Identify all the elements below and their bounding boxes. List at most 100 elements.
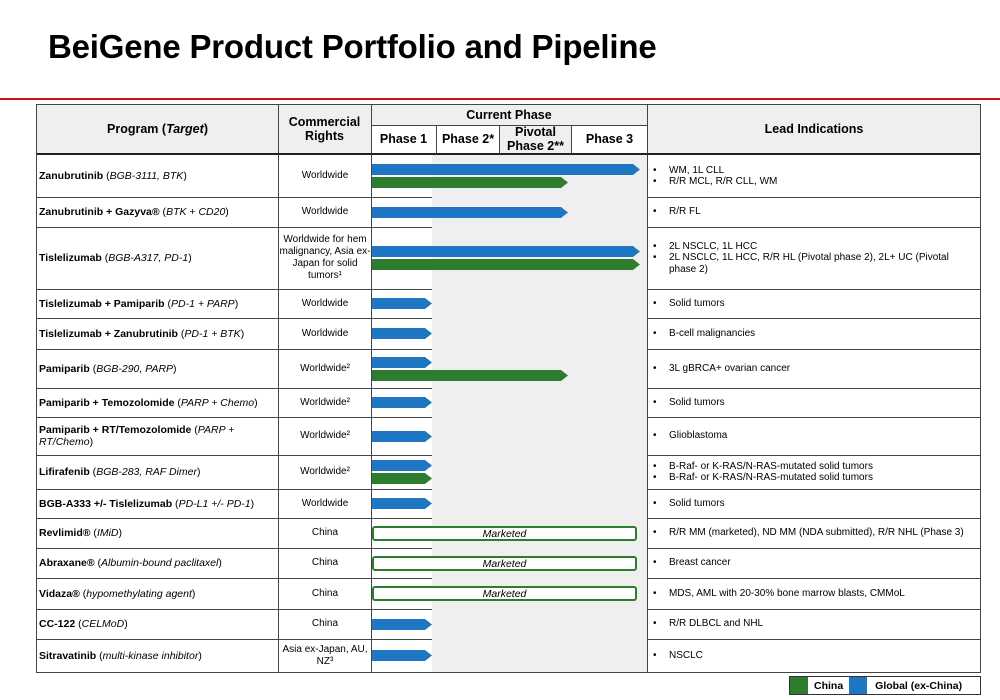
phase-track [432,639,647,672]
indication-item: Glioblastoma [651,430,976,442]
commercial-rights: China [311,527,339,538]
china-phase-bar [371,259,640,270]
indication-item: 2L NSCLC, 1L HCC [651,241,976,253]
global-phase-bar [371,164,640,175]
commercial-rights: Worldwide² [300,466,350,477]
commercial-rights: Worldwide [301,497,349,509]
global-phase-bar [371,207,568,218]
lead-indications: R/R FL [651,197,976,227]
indication-item: Solid tumors [651,397,976,409]
marketed-bar: Marketed [372,586,637,601]
indication-item: Solid tumors [651,298,976,310]
program-target: PARP + Chemo [180,396,255,409]
grid-line [571,125,572,153]
header-rights: Commercial Rights [288,115,361,143]
program-target: CELMoD [81,618,125,630]
indication-item: R/R MM (marketed), ND MM (NDA submitted)… [651,527,976,539]
legend-global-label: Global (ex-China) [875,679,963,692]
grid-line [278,155,279,672]
page-title: BeiGene Product Portfolio and Pipeline [48,28,657,65]
grid-line [37,153,980,155]
legend-global-swatch [849,677,868,694]
program-name: Vidaza® (hypomethylating agent) [39,587,196,600]
global-phase-bar [371,397,432,408]
program-target: PD-1 + PARP [170,297,235,310]
grid-line [371,155,372,672]
indication-item: R/R FL [651,206,976,218]
lead-indications: R/R MM (marketed), ND MM (NDA submitted)… [651,518,976,548]
header-current-phase: Current Phase [466,108,552,122]
header-pivotal-phase-2: Pivotal Phase 2** [507,125,564,153]
program-name: Zanubrutinib + Gazyva® (BTK + CD20) [39,206,229,218]
commercial-rights: Worldwide [301,297,349,309]
program-drug: Revlimid® [39,527,91,539]
program-name: Revlimid® (IMiD) [39,527,123,539]
program-target: multi-kinase inhibitor [102,649,199,662]
header-phase-3: Phase 3 [572,125,647,153]
commercial-rights: Worldwide [301,206,349,217]
header-band [37,105,980,153]
phase-track [432,289,647,318]
legend-china-swatch [790,677,808,694]
lead-indications: Breast cancer [651,548,976,578]
commercial-rights: China [311,587,339,599]
program-drug: Tislelizumab + Pamiparib [39,297,165,310]
indication-item: 2L NSCLC, 1L HCC, R/R HL (Pivotal phase … [651,252,976,275]
lead-indications: R/R DLBCL and NHL [651,609,976,639]
lead-indications: Glioblastoma [651,417,976,455]
marketed-bar: Marketed [372,556,637,571]
header-phase-1: Phase 1 [371,125,436,153]
program-drug: Tislelizumab + Zanubrutinib [39,327,178,340]
program-drug: Vidaza® [39,587,80,600]
global-phase-bar [371,298,432,309]
program-target: BTK + CD20 [166,206,226,218]
legend: China Global (ex-China) [789,676,981,695]
phase-track [432,155,647,197]
program-drug: CC-122 [39,618,76,630]
china-phase-bar [371,370,568,381]
indication-item: B-Raf- or K-RAS/N-RAS-mutated solid tumo… [651,472,976,484]
indication-item: B-cell malignancies [651,328,976,340]
program-target: BGB-290, PARP [96,362,174,375]
program-target: BGB-283, RAF Dimer [96,466,197,478]
phase-track [432,388,647,417]
program-drug: Tislelizumab [39,252,102,264]
indication-item: R/R MCL, R/R CLL, WM [651,176,976,188]
phase-track [432,318,647,349]
grid-line [436,125,437,153]
program-target: PD-L1 +/- PD-1 [178,497,251,510]
lead-indications: Solid tumors [651,289,976,318]
commercial-rights: China [311,557,339,568]
header-phase-2: Phase 2* [437,125,499,153]
phase-track [432,609,647,639]
phase-track [432,455,647,489]
legend-china-label: China [814,679,844,692]
program-target: Albumin-bound paclitaxel [101,557,219,569]
program-name: Tislelizumab (BGB-A317, PD-1) [39,252,192,264]
global-phase-bar [371,357,432,368]
commercial-rights: China [311,618,339,629]
indication-item: R/R DLBCL and NHL [651,618,976,630]
header-program: Program (Target) [107,122,208,136]
program-name: Pamiparib (BGB-290, PARP) [39,362,177,375]
title-divider [0,98,1000,100]
lead-indications: MDS, AML with 20-30% bone marrow blasts,… [651,578,976,609]
program-name: Tislelizumab + Zanubrutinib (PD-1 + BTK) [39,327,245,340]
global-phase-bar [371,246,640,257]
program-target: hypomethylating agent [86,587,192,600]
commercial-rights: Worldwide² [300,362,350,374]
grid-line [371,105,372,153]
china-phase-bar [371,177,568,188]
program-target: PARP + RT/Chemo [39,424,235,448]
commercial-rights: Worldwide² [300,396,350,408]
program-target: PD-1 + BTK [184,327,241,340]
commercial-rights: Asia ex-Japan, AU, NZ³ [282,643,368,667]
program-name: Pamiparib + RT/Temozolomide (PARP + RT/C… [39,424,235,448]
indication-item: WM, 1L CLL [651,165,976,177]
program-name: Tislelizumab + Pamiparib (PD-1 + PARP) [39,297,239,310]
program-name: BGB-A333 +/- Tislelizumab (PD-L1 +/- PD-… [39,497,255,510]
program-name: CC-122 (CELMoD) [39,618,128,630]
program-drug: Pamiparib + RT/Temozolomide [39,424,192,436]
grid-line [647,105,648,153]
program-drug: Zanubrutinib [39,170,104,182]
